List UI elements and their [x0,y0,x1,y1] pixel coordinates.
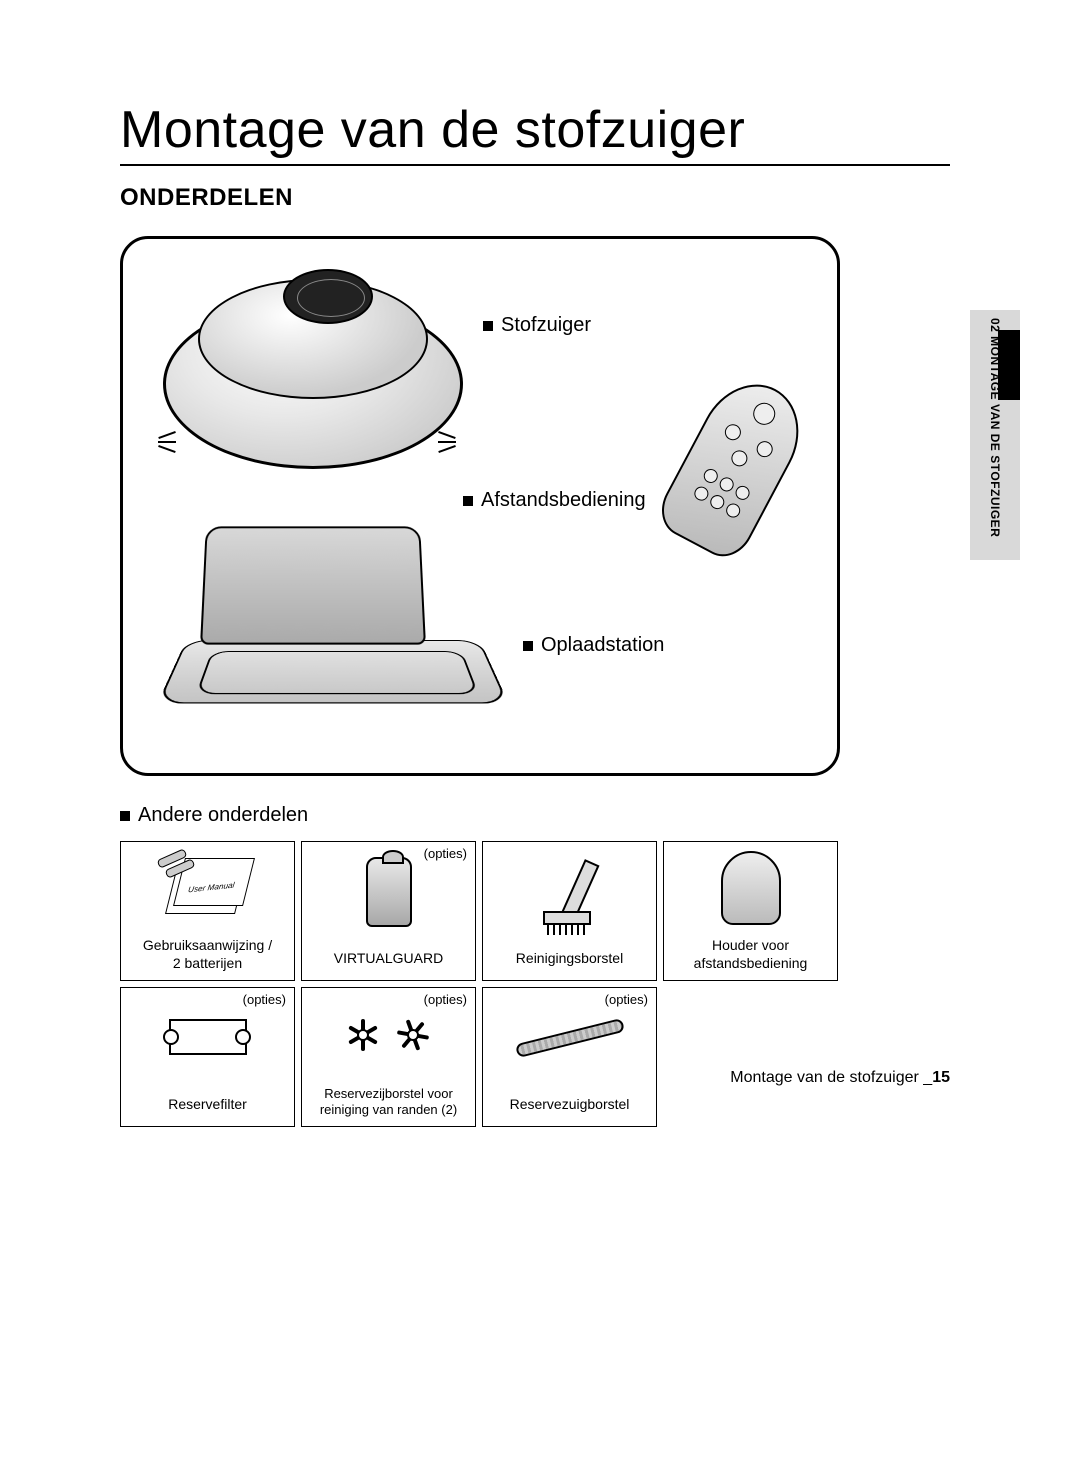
other-parts-heading-text: Andere onderdelen [138,804,308,827]
bullet-icon [483,321,493,331]
cleaning-brush-icon [525,857,615,927]
part-remote-holder: Houder voor afstandsbediening [663,841,838,981]
part-label: Gebruiksaanwijzing / 2 batterijen [121,933,294,980]
part-label: Houder voor afstandsbediening [664,933,837,980]
part-label: Reservezuigborstel [483,1088,656,1126]
bullet-icon [463,496,473,506]
page-content: Montage van de stofzuiger ONDERDELEN Sto… [120,100,950,1127]
page-title: Montage van de stofzuiger [120,100,950,166]
part-spare-side-brush: (opties) Reser [301,987,476,1127]
dock-label: Oplaadstation [523,634,664,657]
part-spare-filter: (opties) Reservefilter [120,987,295,1127]
dock-illustration [173,524,513,744]
remote-label-text: Afstandsbediening [481,489,646,512]
page-footer: Montage van de stofzuiger _15 [730,1069,950,1087]
suction-brush-icon [515,1021,625,1055]
part-cleaning-brush: Reinigingsborstel [482,841,657,981]
manual-icon: User Manual [163,858,253,918]
part-label: VIRTUALGUARD [302,942,475,980]
vacuum-label-text: Stofzuiger [501,314,591,337]
part-spare-suction-brush: (opties) Reservezuigborstel [482,987,657,1127]
main-components-box: Stofzuiger Afstandsbediening [120,236,840,776]
section-tab-marker [998,330,1020,400]
vacuum-label: Stofzuiger [483,314,591,337]
side-brush-icon [339,1005,439,1065]
bullet-icon [523,641,533,651]
vacuum-illustration [163,269,483,489]
virtualguard-icon [366,857,412,927]
part-virtualguard: (opties) VIRTUALGUARD [301,841,476,981]
footer-text: Montage van de stofzuiger _ [730,1069,932,1086]
filter-icon [163,1013,253,1063]
remote-label: Afstandsbediening [463,489,646,512]
dock-label-text: Oplaadstation [541,634,664,657]
holder-icon [721,851,781,925]
section-heading: ONDERDELEN [120,184,950,212]
bullet-icon [120,811,130,821]
manual-caption: User Manual [187,880,235,894]
part-label: Reservefilter [121,1088,294,1126]
page-number: 15 [932,1069,950,1086]
part-manual: User Manual Gebruiksaanwijzing / 2 batte… [120,841,295,981]
other-parts-heading: Andere onderdelen [120,804,950,827]
remote-illustration [647,379,807,559]
part-label: Reinigingsborstel [483,942,656,980]
part-label: Reservezijborstel voor reiniging van ran… [302,1082,475,1127]
